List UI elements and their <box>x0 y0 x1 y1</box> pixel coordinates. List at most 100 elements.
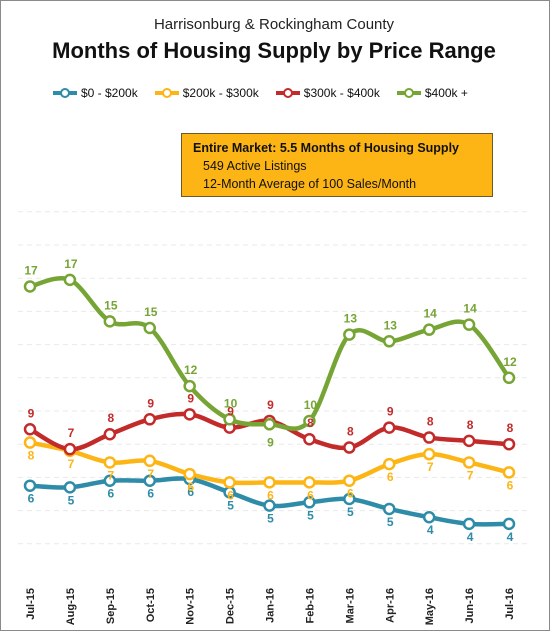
x-tick-label: Apr-16 <box>384 588 396 623</box>
data-label: 7 <box>107 468 114 482</box>
data-label: 5 <box>267 512 274 526</box>
legend-item-200k-300k: $200k - $300k <box>154 86 259 100</box>
data-point <box>103 456 117 469</box>
data-label: 6 <box>147 487 154 501</box>
x-tick-label: Jun-16 <box>464 588 476 623</box>
data-point <box>383 502 396 516</box>
data-label: 8 <box>507 421 514 435</box>
data-label: 9 <box>147 396 154 410</box>
data-label: 13 <box>344 312 358 326</box>
data-point <box>502 517 516 531</box>
data-label: 6 <box>307 488 314 502</box>
data-label: 5 <box>68 493 75 507</box>
data-label: 6 <box>347 487 354 501</box>
x-tick-label: Jul-16 <box>504 588 516 620</box>
data-label: 8 <box>467 418 474 432</box>
data-point <box>103 474 117 487</box>
legend-marker-400k-plus <box>396 88 421 98</box>
data-point <box>63 481 77 494</box>
data-label: 7 <box>467 468 474 482</box>
data-label: 5 <box>387 515 394 529</box>
x-tick-label: Oct-15 <box>145 588 157 622</box>
data-label: 6 <box>227 488 234 502</box>
x-tick-label: Feb-16 <box>304 588 316 623</box>
data-point <box>223 413 236 426</box>
legend-marker-300k-400k <box>275 88 300 98</box>
data-point <box>422 431 436 444</box>
data-label: 4 <box>427 523 434 537</box>
summary-headline: Entire Market: 5.5 Months of Housing Sup… <box>193 141 459 155</box>
data-point <box>183 379 196 393</box>
data-point <box>63 442 77 456</box>
data-point <box>502 437 516 451</box>
data-point <box>422 447 436 461</box>
data-label: 8 <box>427 415 434 429</box>
data-point <box>303 432 316 446</box>
data-label: 6 <box>28 492 35 506</box>
summary-sales-average: 12-Month Average of 100 Sales/Month <box>203 177 417 191</box>
data-label: 17 <box>24 264 38 278</box>
data-point <box>143 454 156 468</box>
legend-item-0-200k: $0 - $200k <box>52 86 138 100</box>
market-summary-box: Entire Market: 5.5 Months of Housing Sup… <box>181 133 493 197</box>
data-label: 4 <box>467 530 474 544</box>
data-point <box>263 418 276 431</box>
data-point <box>183 467 196 481</box>
data-label: 14 <box>423 307 437 321</box>
data-label: 6 <box>387 470 394 484</box>
data-point <box>462 517 476 531</box>
data-point <box>23 423 37 436</box>
data-point <box>343 441 356 454</box>
data-point <box>462 318 476 331</box>
legend-marker-0-200k <box>53 88 77 98</box>
data-label: 9 <box>227 405 234 419</box>
data-point <box>502 466 516 479</box>
data-label: 8 <box>307 416 314 430</box>
data-label: 7 <box>68 426 75 440</box>
data-label: 12 <box>184 363 198 377</box>
data-point <box>303 414 316 428</box>
data-point <box>63 273 77 287</box>
data-point <box>383 335 396 348</box>
legend-label-300k-400k: $300k - $400k <box>303 86 380 100</box>
legend-label-0-200k: $0 - $200k <box>81 86 138 100</box>
data-point <box>183 408 196 421</box>
x-axis-ticks: Jul-15 Aug-15 Sep-15 Oct-15 Nov-15 Dec-15 Jan-… <box>25 588 516 625</box>
data-point <box>383 457 396 471</box>
data-label: 7 <box>68 457 75 471</box>
data-label: 5 <box>227 498 234 512</box>
data-point <box>303 496 316 509</box>
data-label: 6 <box>267 488 274 502</box>
data-point <box>23 436 37 449</box>
data-point <box>303 476 316 489</box>
data-label: 6 <box>107 487 114 501</box>
data-label: 10 <box>304 398 318 412</box>
data-label: 7 <box>147 467 154 481</box>
gridlines <box>18 211 530 545</box>
data-point <box>422 323 436 336</box>
data-point <box>263 476 276 489</box>
legend-label-400k-plus: $400k + <box>424 86 468 100</box>
legend-label-200k-300k: $200k - $300k <box>182 86 259 100</box>
data-point <box>23 479 37 492</box>
data-label: 5 <box>347 505 354 519</box>
data-label: 8 <box>107 411 114 425</box>
data-point <box>502 371 516 385</box>
data-label: 13 <box>384 318 398 332</box>
data-label: 6 <box>507 478 514 492</box>
data-label: 9 <box>187 391 194 405</box>
data-point <box>343 328 356 341</box>
data-label: 6 <box>187 480 194 494</box>
data-point <box>103 427 117 441</box>
data-point <box>343 492 356 506</box>
x-tick-label: Mar-16 <box>344 588 356 623</box>
chart-legend: $0 - $200k $200k - $300k $300k - $400k $… <box>52 84 484 102</box>
data-label: 15 <box>144 305 158 319</box>
data-label: 9 <box>387 405 394 419</box>
data-point <box>223 476 236 489</box>
data-point <box>143 474 156 487</box>
data-label: 10 <box>224 396 238 410</box>
